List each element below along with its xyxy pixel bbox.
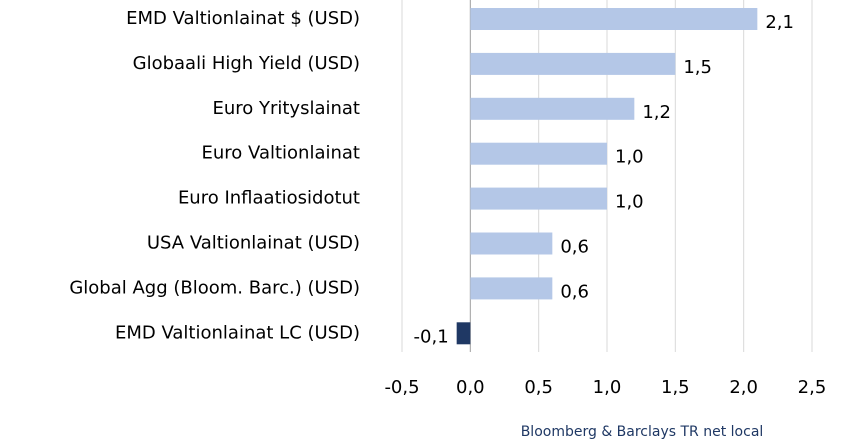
value-label: 2,1 [765, 12, 794, 33]
y-tick-label: Globaali High Yield (USD) [133, 53, 360, 74]
bar [470, 187, 607, 210]
value-label: 1,2 [642, 102, 671, 123]
value-label: 1,5 [683, 57, 712, 78]
bar [456, 322, 471, 345]
y-tick-label: Euro Yrityslainat [212, 98, 360, 119]
y-tick-label: Euro Inflaatiosidotut [178, 188, 360, 209]
x-tick-label: 2,0 [729, 377, 758, 398]
x-tick-label: 2,5 [798, 377, 827, 398]
y-tick-label: EMD Valtionlainat $ (USD) [126, 8, 360, 29]
x-tick-label: 0,0 [456, 377, 485, 398]
y-tick-label: EMD Valtionlainat LC (USD) [115, 322, 360, 343]
x-tick-label: -0,5 [384, 377, 419, 398]
bar [470, 97, 635, 120]
bar [470, 8, 758, 30]
value-label: 1,0 [615, 147, 644, 168]
bar [470, 52, 676, 75]
value-label: -0,1 [414, 326, 449, 347]
bar [470, 142, 607, 165]
value-label: 0,6 [560, 237, 589, 258]
x-tick-label: 1,5 [661, 377, 690, 398]
bar [470, 232, 553, 255]
bar [470, 277, 553, 300]
value-label: 1,0 [615, 192, 644, 213]
value-label: 0,6 [560, 281, 589, 302]
x-tick-label: 1,0 [593, 377, 622, 398]
x-axis-label: Bloomberg & Barclays TR net local [521, 424, 764, 440]
x-tick-label: 0,5 [524, 377, 553, 398]
y-tick-label: Global Agg (Bloom. Barc.) (USD) [69, 277, 360, 298]
y-tick-label: USA Valtionlainat (USD) [147, 233, 360, 254]
y-tick-label: Euro Valtionlainat [202, 143, 360, 164]
